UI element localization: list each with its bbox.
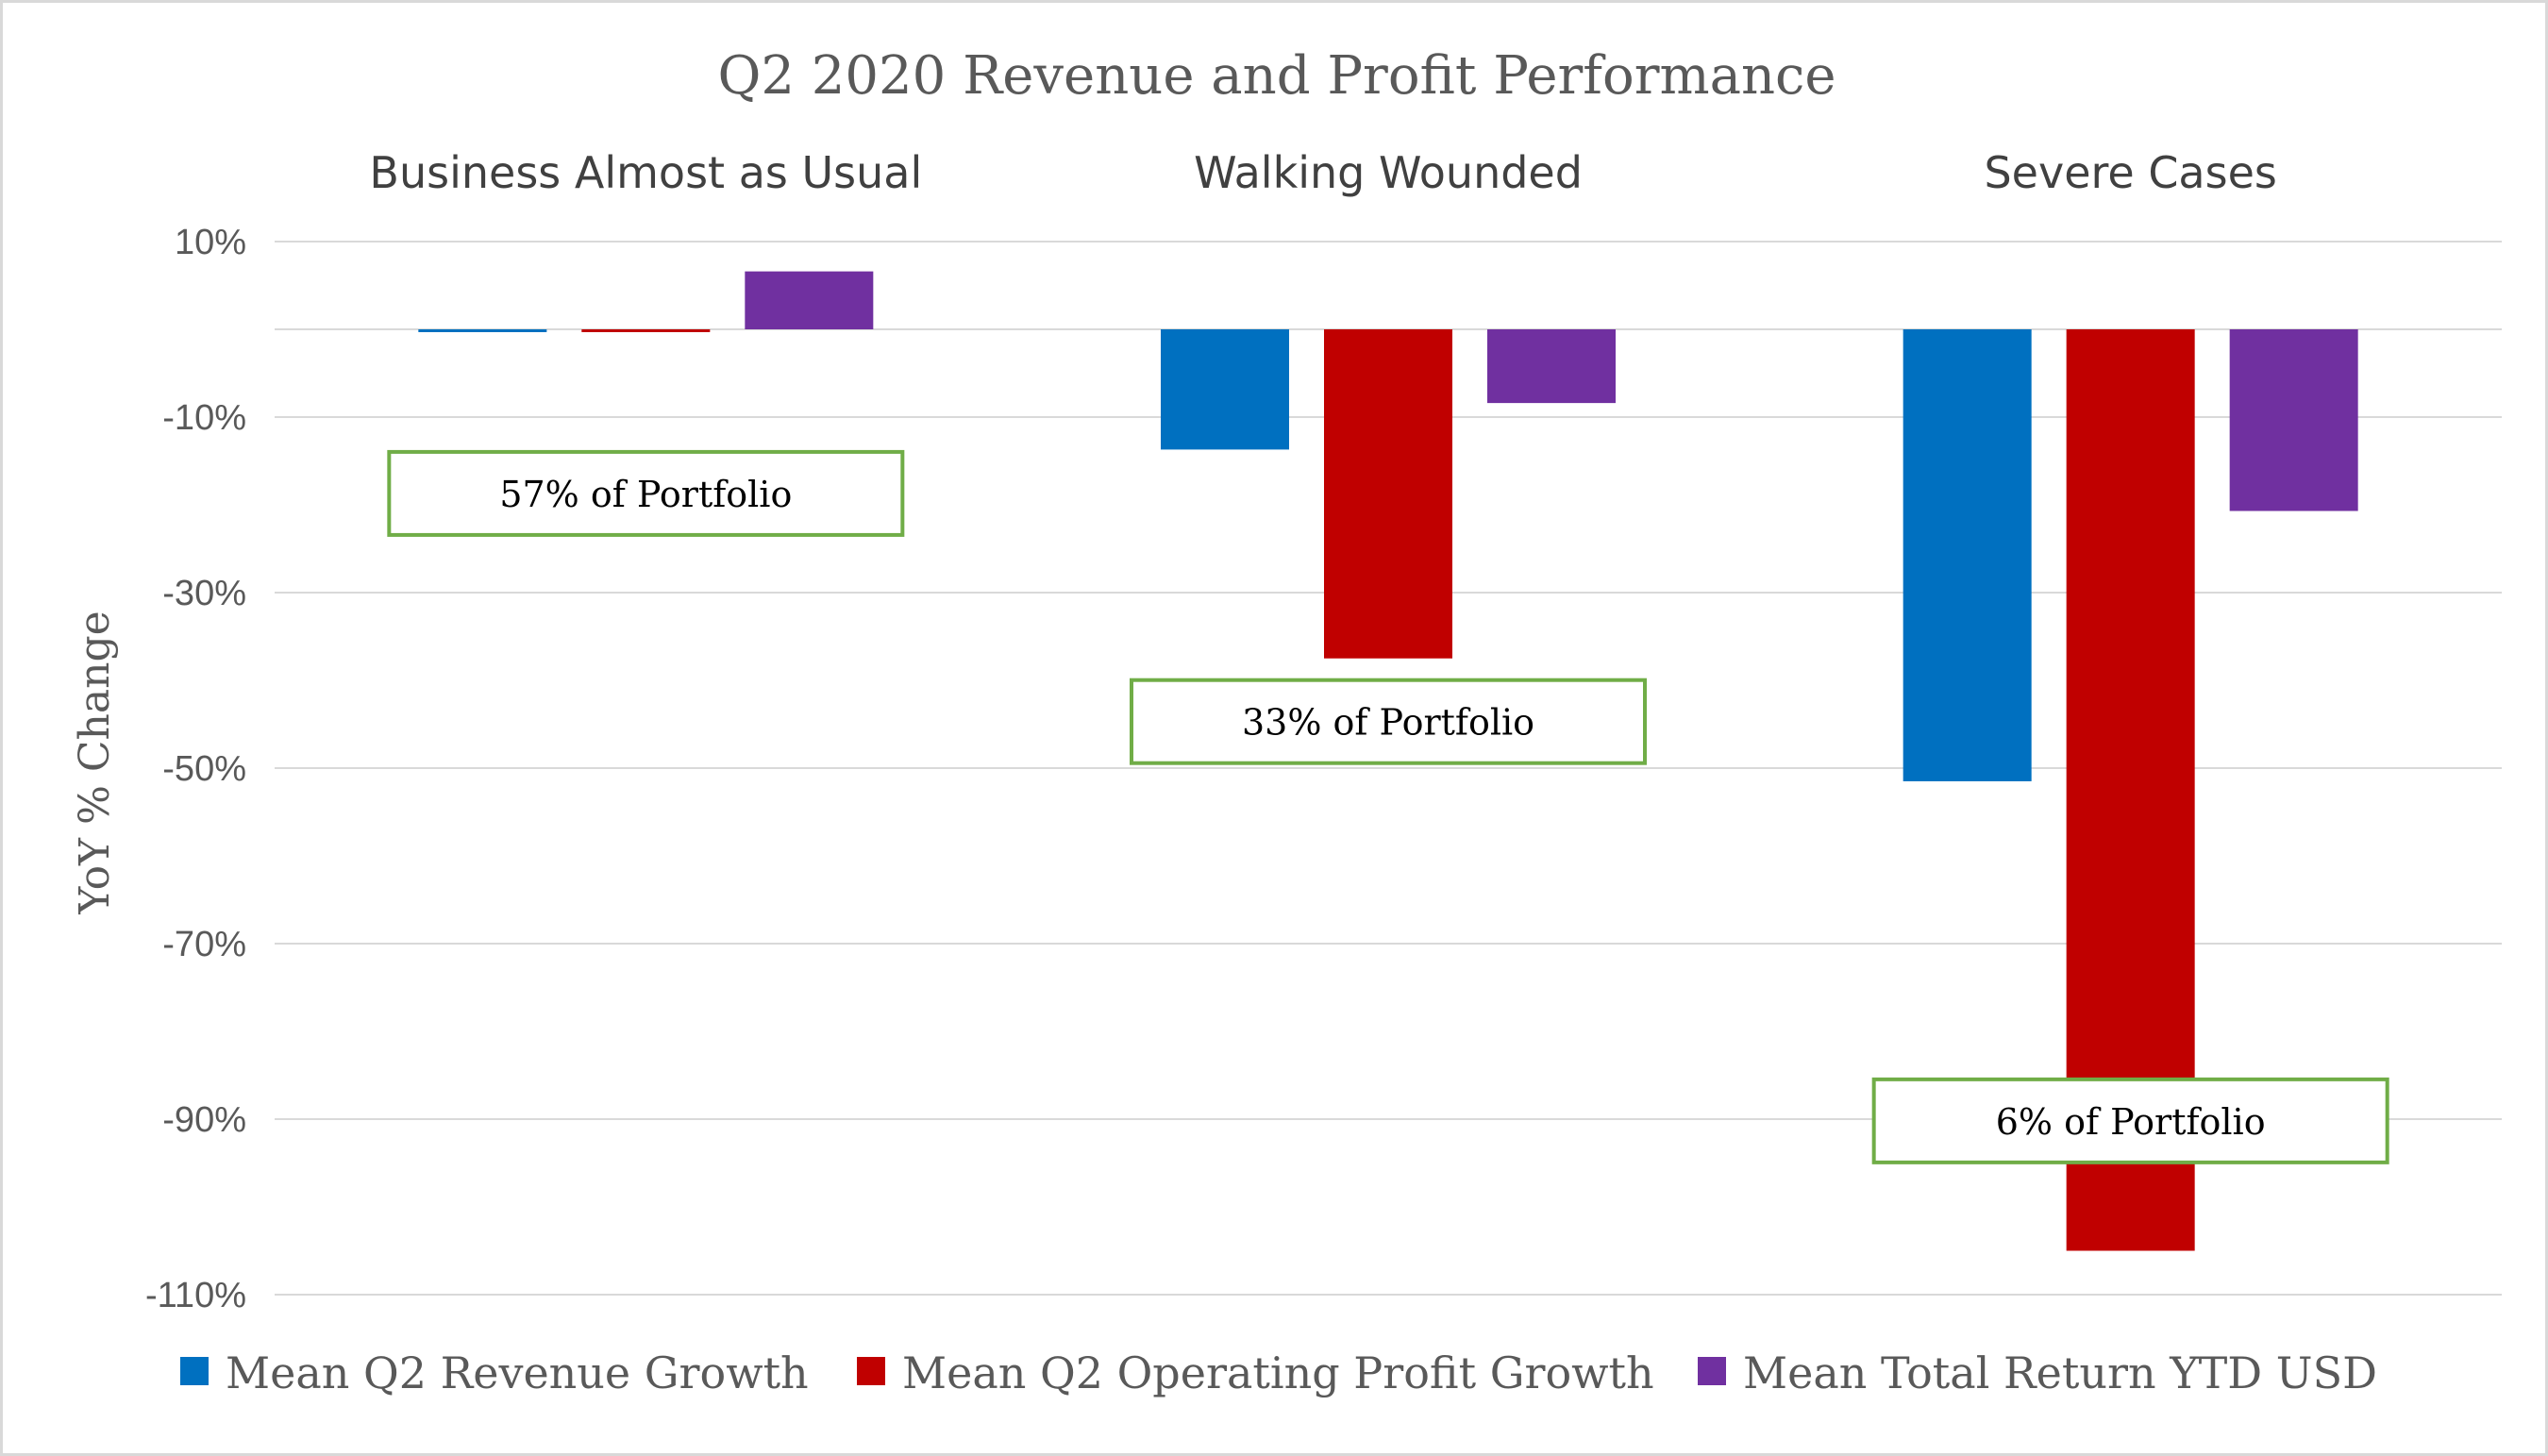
bar xyxy=(1324,329,1452,659)
callout-box xyxy=(1130,678,1647,765)
bar xyxy=(581,329,711,332)
y-axis-label: YoY % Change xyxy=(71,611,119,914)
portfolio-callouts: 57% of Portfolio 33% of Portfolio 6% of Po… xyxy=(387,449,2389,1164)
y-tick-label: -110% xyxy=(145,1276,246,1315)
legend-swatch xyxy=(1698,1357,1726,1385)
chart-title: Q2 2020 Revenue and Profit Performance xyxy=(717,45,1836,107)
category-label: Walking Wounded xyxy=(1194,147,1583,198)
y-axis-ticks: 10% -10% -30% -50% -70% -90% -110% xyxy=(145,223,246,1315)
legend-label: Mean Q2 Revenue Growth xyxy=(226,1347,809,1398)
legend-label: Mean Total Return YTD USD xyxy=(1743,1347,2377,1398)
category-label: Business Almost as Usual xyxy=(369,147,922,198)
callout-label: 57% of Portfolio xyxy=(499,474,792,515)
bar xyxy=(1161,329,1289,450)
callout-box xyxy=(1871,1077,2389,1164)
legend-label: Mean Q2 Operating Profit Growth xyxy=(902,1347,1654,1398)
callout-label: 33% of Portfolio xyxy=(1242,702,1534,744)
bar xyxy=(1903,329,2032,781)
bars xyxy=(418,271,2358,1251)
y-tick-label: -10% xyxy=(162,398,246,438)
bar xyxy=(745,271,874,329)
legend-swatch xyxy=(857,1357,885,1385)
callout-box xyxy=(387,449,905,537)
y-tick-label: 10% xyxy=(175,223,246,262)
callout-label: 6% of Portfolio xyxy=(1996,1101,2266,1143)
bar xyxy=(1487,329,1616,404)
y-tick-label: -70% xyxy=(162,925,246,964)
bar-chart: Q2 2020 Revenue and Profit Performance 1… xyxy=(71,45,2502,1398)
category-labels: Business Almost as Usual Walking Wounded S… xyxy=(369,147,2276,198)
category-label: Severe Cases xyxy=(1984,147,2276,198)
legend: Mean Q2 Revenue Growth Mean Q2 Operating … xyxy=(180,1347,2377,1398)
legend-swatch xyxy=(180,1357,209,1385)
bar xyxy=(418,329,547,332)
y-tick-label: -50% xyxy=(162,749,246,789)
y-tick-label: -90% xyxy=(162,1100,246,1140)
y-tick-label: -30% xyxy=(162,574,246,613)
bar xyxy=(2229,329,2358,511)
